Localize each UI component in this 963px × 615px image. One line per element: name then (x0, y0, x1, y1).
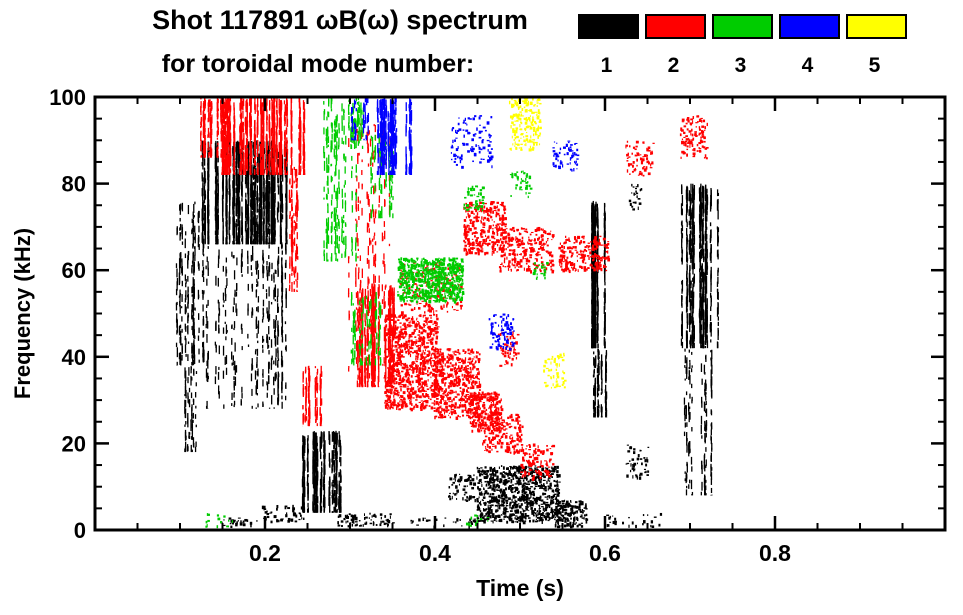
legend-label-4: 4 (801, 54, 814, 77)
legend-swatch-3 (712, 14, 773, 39)
y-tick-label: 80 (62, 172, 86, 197)
legend-label-5: 5 (868, 54, 881, 77)
y-tick-label: 60 (62, 258, 86, 283)
legend-label-1: 1 (600, 54, 613, 77)
chart-title: Shot 117891 ωB(ω) spectrum (152, 5, 528, 35)
y-tick-label: 100 (49, 85, 86, 110)
chart-subtitle: for toroidal mode number: (161, 50, 475, 78)
y-axis-label: Frequency (kHz) (10, 228, 35, 399)
legend-label-3: 3 (734, 54, 747, 77)
legend-swatch-2 (645, 14, 706, 39)
legend-swatch-1 (578, 14, 639, 39)
x-tick-label: 0.8 (759, 540, 791, 566)
plot-canvas (95, 97, 945, 530)
y-tick-label: 20 (62, 431, 86, 456)
legend-swatch-5 (846, 14, 907, 39)
x-axis-label: Time (s) (476, 575, 564, 601)
x-tick-label: 0.2 (249, 540, 281, 566)
x-tick-label: 0.4 (419, 540, 451, 566)
legend-label-2: 2 (667, 54, 680, 77)
y-tick-label: 40 (62, 345, 86, 370)
x-tick-label: 0.6 (589, 540, 621, 566)
legend-swatch-4 (779, 14, 840, 39)
y-tick-label: 0 (74, 518, 86, 543)
plot-frame (93, 95, 947, 532)
